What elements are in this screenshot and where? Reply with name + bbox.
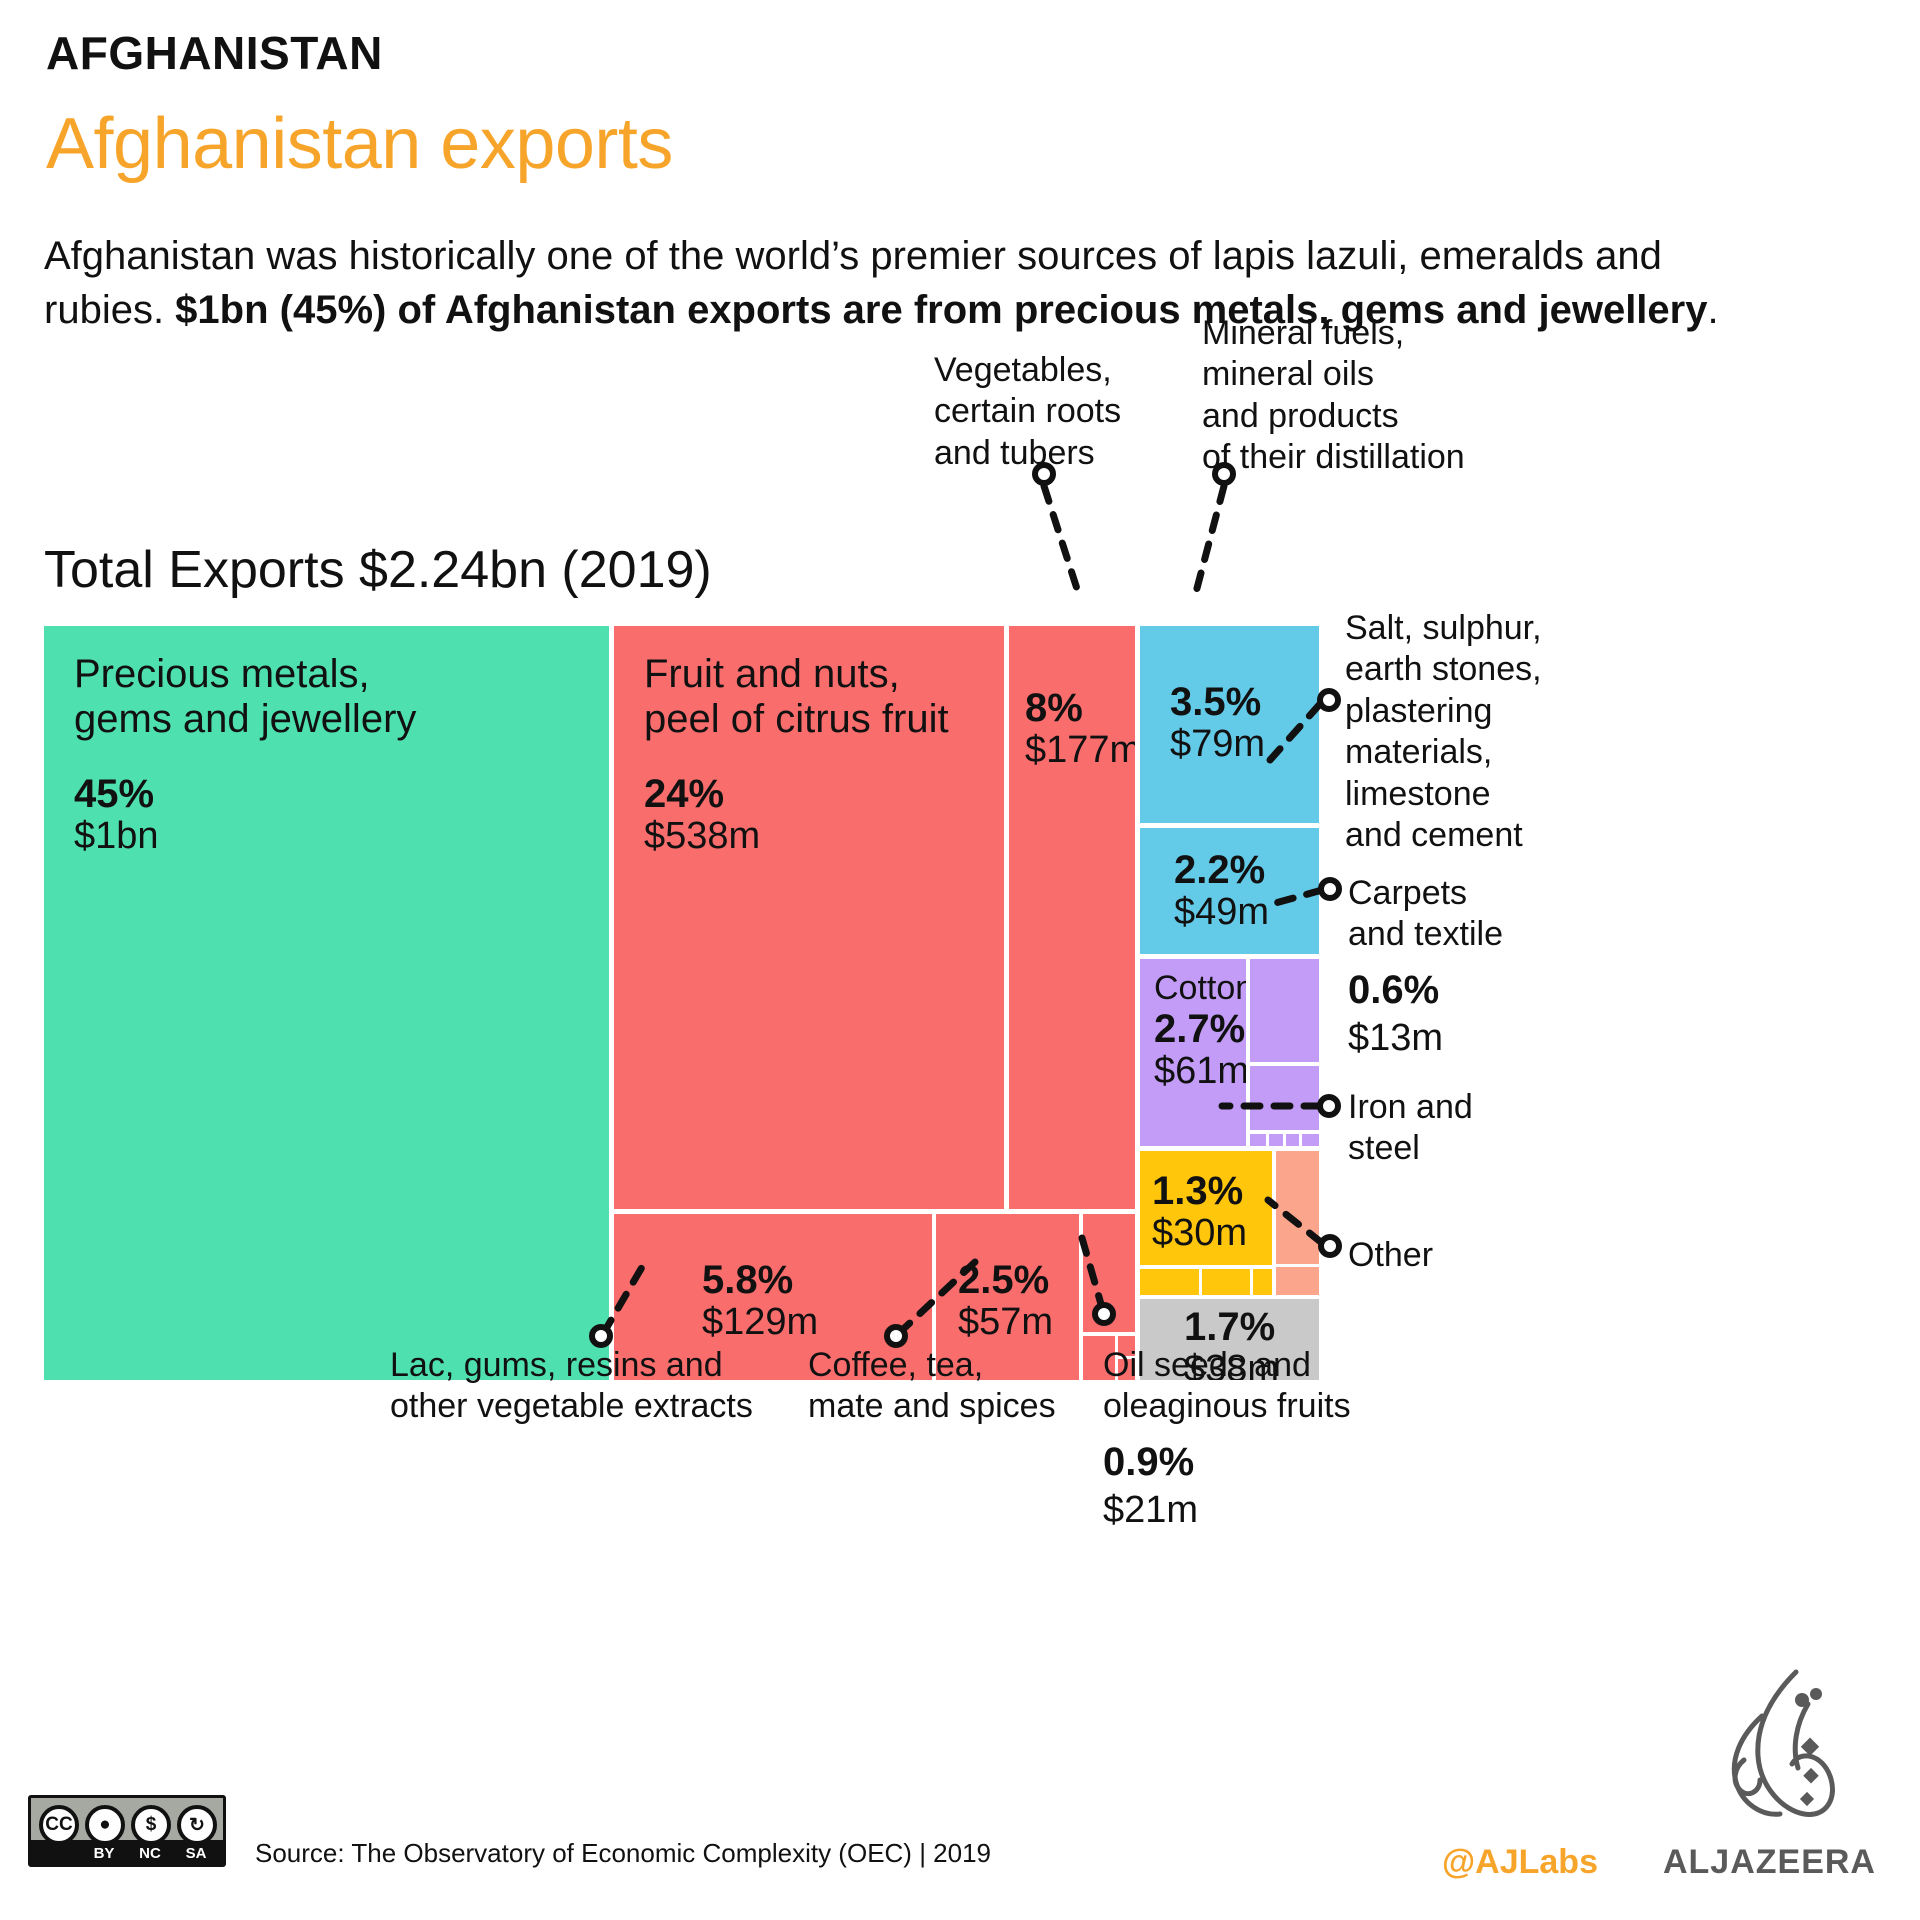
tile-percent: 2.7% xyxy=(1154,1007,1246,1052)
tile-percent: 3.5% xyxy=(1170,680,1262,724)
callout-vegetables: Vegetables, certain roots and tubers xyxy=(934,351,1122,472)
treemap-tile-purple-small-2[interactable] xyxy=(1250,1134,1266,1146)
tile-title: Precious metals, gems and jewellery xyxy=(74,652,417,741)
tile-percent: 5.8% xyxy=(702,1258,794,1302)
tile-value: $49m xyxy=(1174,891,1270,933)
tile-percent: 1.7% xyxy=(1184,1305,1276,1349)
tile-value: $177m xyxy=(1025,729,1135,771)
tile-value: $57m xyxy=(958,1301,1054,1343)
treemap-tile-fruit-nuts[interactable]: Fruit and nuts, peel of citrus fruit 24%… xyxy=(614,626,1004,1209)
tile-percent: 45% xyxy=(74,771,155,816)
standfirst-part-2: . xyxy=(1707,287,1719,332)
callout-percent: 0.9% xyxy=(1103,1439,1195,1484)
creative-commons-badge: CC ● $ ↻ BY NC SA xyxy=(28,1795,226,1867)
treemap-tile-other[interactable]: 1.7% $38m xyxy=(1140,1299,1319,1380)
tile-value: $1bn xyxy=(74,814,159,857)
tile-percent: 8% xyxy=(1025,686,1083,730)
treemap-tile-yellow-small-2[interactable] xyxy=(1202,1269,1250,1295)
callout-oil-seeds: Oil seeds and oleaginous fruits 0.9% $21… xyxy=(1103,1345,1403,1533)
treemap-tile-precious-metals[interactable]: Precious metals, gems and jewellery 45% … xyxy=(44,626,609,1380)
callout-iron-steel: Iron and steel xyxy=(1348,1088,1473,1168)
callout-salt-sulphur: Salt, sulphur, earth stones, plastering … xyxy=(1345,609,1542,855)
standfirst: Afghanistan was historically one of the … xyxy=(44,230,1764,337)
cc-sa-icon: ↻ xyxy=(177,1805,217,1845)
leader-vegetables xyxy=(1040,482,1082,596)
treemap-tile-lac-gums[interactable]: 5.8% $129m xyxy=(614,1214,932,1380)
treemap-tile-red-small-3[interactable] xyxy=(1118,1359,1135,1380)
tile-value: $30m xyxy=(1152,1212,1248,1254)
cc-nc-icon: $ xyxy=(131,1805,171,1845)
treemap-tile-salmon-2[interactable] xyxy=(1276,1267,1319,1295)
callout-other: Other xyxy=(1348,1236,1434,1274)
treemap-chart: Precious metals, gems and jewellery 45% … xyxy=(44,626,1596,1532)
callout-lac-gums: Lac, gums, resins and other vegetable ex… xyxy=(390,1346,753,1426)
tile-title: Cotton xyxy=(1154,969,1246,1007)
tile-value: $61m xyxy=(1154,1050,1246,1093)
cc-icon: CC xyxy=(39,1805,79,1845)
treemap-tile-purple-small-4[interactable] xyxy=(1286,1134,1299,1146)
treemap-tile-purple-small-3[interactable] xyxy=(1269,1134,1283,1146)
total-exports-label: Total Exports $2.24bn (2019) xyxy=(44,541,712,599)
treemap-tile-salt-sulphur[interactable]: 2.2% $49m xyxy=(1140,828,1319,954)
treemap-tile-yellow-small-3[interactable] xyxy=(1253,1269,1272,1295)
callout-value: $13m xyxy=(1348,1016,1444,1059)
treemap-tile-purple-small-1[interactable] xyxy=(1250,1066,1319,1130)
tile-percent: 2.5% xyxy=(958,1258,1050,1302)
standfirst-part-1: Afghanistan was historically one of the … xyxy=(44,234,1662,332)
tile-percent: 2.2% xyxy=(1174,848,1266,892)
treemap-tile-iron-steel[interactable]: 1.3% $30m xyxy=(1140,1151,1272,1265)
cc-by-label: BY xyxy=(93,1845,115,1862)
tile-title: Fruit and nuts, peel of citrus fruit xyxy=(644,652,949,741)
kicker-country: AFGHANISTAN xyxy=(46,27,383,79)
al-jazeera-wordmark: ALJAZEERA xyxy=(1662,1843,1876,1881)
cc-by-icon: ● xyxy=(85,1805,125,1845)
page-title: Afghanistan exports xyxy=(46,104,673,184)
callout-carpets-textile: Carpets and textile 0.6% $13m xyxy=(1348,873,1598,1061)
tile-value: $38m xyxy=(1184,1348,1280,1380)
callout-value: $21m xyxy=(1103,1488,1199,1531)
treemap-tile-carpets-textile[interactable] xyxy=(1250,959,1319,1062)
treemap-tile-red-small-2[interactable] xyxy=(1118,1336,1135,1356)
treemap-tile-mineral-fuels[interactable]: 3.5% $79m xyxy=(1140,626,1319,823)
leader-mineral-fuels xyxy=(1192,482,1228,596)
callout-coffee-tea: Coffee, tea, mate and spices xyxy=(808,1346,1056,1426)
al-jazeera-logo-icon xyxy=(1731,1669,1835,1817)
treemap-tile-vegetables[interactable]: 8% $177m xyxy=(1009,626,1135,1209)
treemap-tile-yellow-small-1[interactable] xyxy=(1140,1269,1199,1295)
tile-value: $538m xyxy=(644,814,761,857)
treemap-tile-purple-small-5[interactable] xyxy=(1302,1134,1319,1146)
treemap-tile-salmon-4[interactable] xyxy=(1288,1234,1302,1248)
callout-percent: 0.6% xyxy=(1348,967,1440,1012)
aj-labs-handle[interactable]: @AJLabs xyxy=(1442,1843,1598,1881)
treemap-tile-red-small-1[interactable] xyxy=(1083,1336,1115,1380)
treemap-tile-oil-seeds[interactable] xyxy=(1083,1214,1135,1332)
cc-nc-label: NC xyxy=(139,1845,161,1862)
tile-percent: 24% xyxy=(644,771,725,816)
source-credit: Source: The Observatory of Economic Comp… xyxy=(255,1838,992,1868)
tile-value: $79m xyxy=(1170,723,1266,765)
standfirst-highlight: $1bn (45%) of Afghanistan exports are fr… xyxy=(175,287,1708,332)
cc-sa-label: SA xyxy=(185,1845,207,1862)
tile-percent: 1.3% xyxy=(1152,1169,1244,1213)
treemap-tile-cotton[interactable]: Cotton 2.7% $61m xyxy=(1140,959,1246,1146)
callout-mineral-fuels: Mineral fuels, mineral oils and products… xyxy=(1202,314,1465,477)
tile-value: $129m xyxy=(702,1301,819,1343)
